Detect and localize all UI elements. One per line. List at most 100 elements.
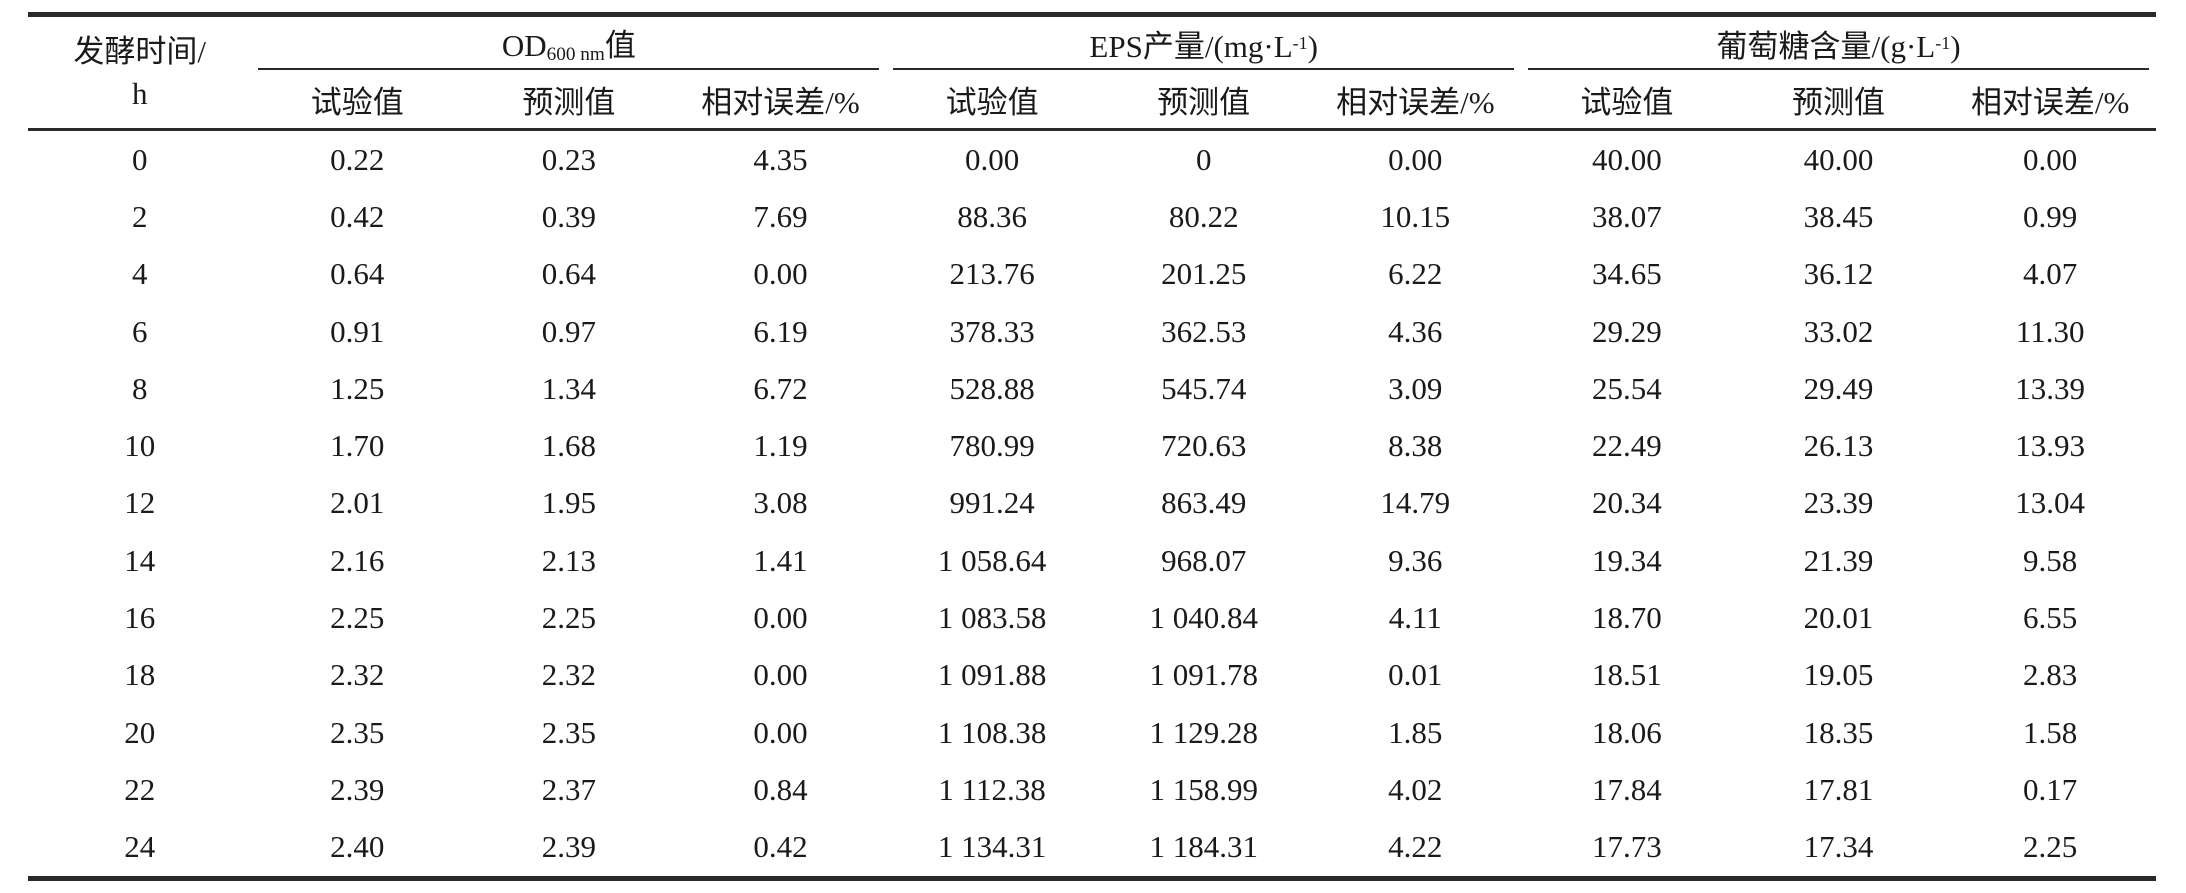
cell-od-relative-error: 4.35 xyxy=(753,141,808,177)
cell-glucose-relative-error: 2.25 xyxy=(2023,829,2078,865)
group-header-glucose-content: 葡萄糖含量/(g·L-1) xyxy=(1521,15,2156,71)
cell-time: 14 xyxy=(124,542,156,578)
cell-glucose-predicted: 19.05 xyxy=(1803,657,1874,693)
fermentation-time-label-line1: 发酵时间/ xyxy=(73,33,207,69)
cell-eps-relative-error: 4.22 xyxy=(1388,829,1443,865)
cell-glucose-experimental: 18.70 xyxy=(1592,600,1662,636)
cell-glucose-relative-error: 13.04 xyxy=(2015,485,2086,521)
od600-suffix: 值 xyxy=(604,28,636,64)
cell-eps-experimental: 1 091.88 xyxy=(937,657,1047,693)
subheader-od-experimental: 试验值 xyxy=(251,70,464,131)
cell-od-relative-error: 3.08 xyxy=(753,485,808,521)
cell-eps-predicted: 80.22 xyxy=(1168,198,1239,234)
table-row: 12 2.01 1.95 3.08 991.24 863.49 14.79 20.34 23.3… xyxy=(28,475,2156,532)
cell-time: 0 xyxy=(131,141,148,177)
table-row: 8 1.25 1.34 6.72 528.88 545.74 3.09 25.54 29.49 1… xyxy=(28,360,2156,417)
cell-eps-relative-error: 4.11 xyxy=(1388,600,1442,636)
cell-od-relative-error: 0.00 xyxy=(753,600,808,636)
cell-eps-relative-error: 4.02 xyxy=(1388,771,1443,807)
table-row: 14 2.16 2.13 1.41 1 058.64 968.07 9.36 19.34 21.… xyxy=(28,532,2156,589)
cell-od-experimental: 0.42 xyxy=(330,198,385,234)
cell-eps-relative-error: 3.09 xyxy=(1388,370,1443,406)
cell-glucose-predicted: 21.39 xyxy=(1803,542,1874,578)
cell-glucose-predicted: 17.34 xyxy=(1803,829,1874,865)
cell-glucose-experimental: 29.29 xyxy=(1592,313,1662,349)
table-row: 10 1.70 1.68 1.19 780.99 720.63 8.38 22.49 26.13… xyxy=(28,417,2156,474)
cell-glucose-relative-error: 0.99 xyxy=(2023,198,2078,234)
cell-eps-relative-error: 14.79 xyxy=(1380,485,1451,521)
cell-od-relative-error: 0.00 xyxy=(753,714,808,750)
cell-eps-experimental: 88.36 xyxy=(957,198,1027,234)
cell-glucose-experimental: 17.73 xyxy=(1592,829,1662,865)
fermentation-time-label-line2: h xyxy=(131,75,148,111)
cell-od-predicted: 2.35 xyxy=(541,714,596,750)
cell-glucose-predicted: 40.00 xyxy=(1803,141,1874,177)
cell-glucose-predicted: 18.35 xyxy=(1803,714,1874,750)
cell-eps-relative-error: 6.22 xyxy=(1388,256,1443,292)
cell-eps-experimental: 1 112.38 xyxy=(938,771,1046,807)
cell-time: 20 xyxy=(124,714,156,750)
table-row: 22 2.39 2.37 0.84 1 112.38 1 158.99 4.02 17.84 1… xyxy=(28,761,2156,818)
subheader-eps-predicted: 预测值 xyxy=(1097,70,1310,131)
cell-od-experimental: 1.70 xyxy=(330,428,385,464)
fermentation-kinetics-table: 发酵时间/h OD600 nm值 EPS产量/(mg·L-1) 葡萄糖含量/(g… xyxy=(28,12,2156,881)
cell-od-experimental: 0.22 xyxy=(330,141,385,177)
od600-prefix: OD xyxy=(501,28,547,64)
cell-eps-predicted: 545.74 xyxy=(1161,370,1247,406)
cell-eps-predicted: 362.53 xyxy=(1161,313,1247,349)
table-row: 20 2.35 2.35 0.00 1 108.38 1 129.28 1.85 18.06 1… xyxy=(28,704,2156,761)
cell-od-predicted: 2.32 xyxy=(541,657,596,693)
table-row: 2 0.42 0.39 7.69 88.36 80.22 10.15 38.07 38.45 0.… xyxy=(28,188,2156,245)
table-row: 6 0.91 0.97 6.19 378.33 362.53 4.36 29.29 33.02 1… xyxy=(28,303,2156,360)
cell-od-experimental: 2.01 xyxy=(330,485,385,521)
cell-eps-predicted: 968.07 xyxy=(1161,542,1247,578)
cell-glucose-relative-error: 11.30 xyxy=(2015,313,2085,349)
cell-od-experimental: 1.25 xyxy=(330,370,385,406)
cell-time: 16 xyxy=(124,600,156,636)
cell-time: 6 xyxy=(131,313,148,349)
cell-od-relative-error: 0.84 xyxy=(753,771,808,807)
cell-od-experimental: 2.32 xyxy=(330,657,385,693)
cell-eps-relative-error: 4.36 xyxy=(1388,313,1443,349)
cell-eps-predicted: 1 129.28 xyxy=(1149,714,1258,750)
cell-glucose-predicted: 36.12 xyxy=(1803,256,1874,292)
cell-eps-predicted: 201.25 xyxy=(1161,256,1247,292)
cell-glucose-experimental: 18.06 xyxy=(1592,714,1662,750)
cell-eps-predicted: 1 040.84 xyxy=(1149,600,1258,636)
cell-time: 10 xyxy=(124,428,156,464)
cell-glucose-predicted: 33.02 xyxy=(1803,313,1874,349)
cell-glucose-experimental: 34.65 xyxy=(1592,256,1662,292)
cell-od-predicted: 2.13 xyxy=(541,542,596,578)
cell-glucose-predicted: 26.13 xyxy=(1803,428,1874,464)
cell-glucose-experimental: 22.49 xyxy=(1592,428,1662,464)
subheader-glucose-experimental: 试验值 xyxy=(1521,70,1733,131)
cell-glucose-relative-error: 13.93 xyxy=(2015,428,2086,464)
cell-glucose-predicted: 23.39 xyxy=(1803,485,1874,521)
subheader-od-predicted: 预测值 xyxy=(463,70,675,131)
group-header-eps-yield: EPS产量/(mg·L-1) xyxy=(886,15,1521,71)
subheader-glucose-relative-error: 相对误差/% xyxy=(1944,70,2156,131)
cell-od-relative-error: 0.42 xyxy=(753,829,808,865)
cell-eps-experimental: 1 083.58 xyxy=(937,600,1047,636)
cell-od-predicted: 0.23 xyxy=(541,141,596,177)
cell-eps-experimental: 378.33 xyxy=(949,313,1035,349)
cell-od-relative-error: 1.41 xyxy=(753,542,808,578)
cell-eps-predicted: 1 158.99 xyxy=(1149,771,1258,807)
glucose-unit-prefix: 葡萄糖含量/(g·L xyxy=(1716,29,1936,64)
cell-time: 4 xyxy=(131,256,148,292)
cell-od-relative-error: 6.19 xyxy=(753,313,808,349)
table-row: 4 0.64 0.64 0.00 213.76 201.25 6.22 34.65 36.12 4… xyxy=(28,246,2156,303)
cell-glucose-predicted: 38.45 xyxy=(1803,198,1874,234)
cell-time: 18 xyxy=(124,657,156,693)
subheader-row: 试验值 预测值 相对误差/% 试验值 预测值 相对误差/% 试验值 预测值 相对… xyxy=(28,70,2156,131)
cell-od-predicted: 2.37 xyxy=(541,771,596,807)
cell-od-relative-error: 6.72 xyxy=(753,370,808,406)
cell-glucose-relative-error: 13.39 xyxy=(2015,370,2086,406)
cell-od-predicted: 0.39 xyxy=(541,198,596,234)
cell-glucose-experimental: 18.51 xyxy=(1592,657,1662,693)
cell-eps-experimental: 528.88 xyxy=(949,370,1035,406)
cell-od-predicted: 1.68 xyxy=(541,428,596,464)
cell-od-experimental: 2.16 xyxy=(330,542,385,578)
group-header-row: 发酵时间/h OD600 nm值 EPS产量/(mg·L-1) 葡萄糖含量/(g… xyxy=(28,14,2156,131)
cell-glucose-experimental: 19.34 xyxy=(1592,542,1662,578)
